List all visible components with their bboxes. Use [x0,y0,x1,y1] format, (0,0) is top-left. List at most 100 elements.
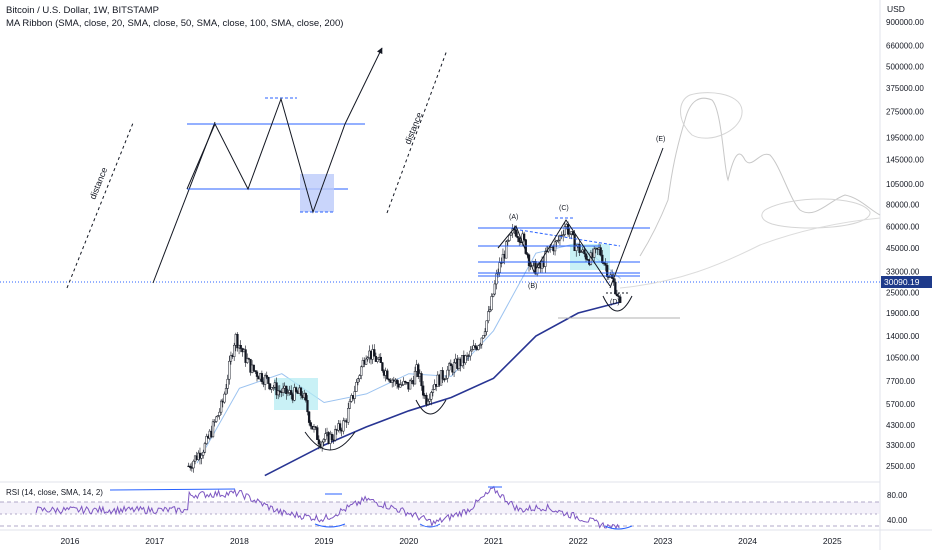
candle [189,463,192,471]
range-diagonal [519,229,621,247]
candle [347,402,350,426]
candle [307,410,311,426]
pattern-target-arrow[interactable] [344,47,383,125]
candle [263,373,267,391]
candle [270,387,273,393]
year-tick-label: 2016 [61,536,80,546]
candle [395,378,399,389]
candle [200,452,203,465]
candle [615,289,619,297]
candle [226,374,229,394]
candle [478,342,482,349]
candle [428,393,431,406]
candle [562,230,565,242]
candle [482,334,485,340]
distance-line-right[interactable] [386,49,448,214]
price-tick-label: 45000.00 [886,244,920,253]
cup-arc-2022[interactable] [602,295,633,312]
candle [400,382,404,387]
rsi-label: RSI (14, close, SMA, 14, 2) [6,488,103,497]
candle [381,361,384,373]
candle [192,459,195,473]
candle [593,246,596,264]
candle [433,379,436,390]
candle [527,253,531,272]
wave-e-projection[interactable] [609,147,664,289]
candle [205,433,208,445]
price-tick-label: 14000.00 [886,332,920,341]
candle [338,420,342,434]
pattern-zigzag[interactable] [186,97,346,214]
candle [223,391,226,404]
candle [586,255,589,261]
candle [294,386,298,393]
candle [492,293,495,298]
year-tick-label: 2020 [399,536,418,546]
candle [236,332,239,352]
candle [413,366,417,385]
candle [604,258,607,272]
consolidation-box-2018[interactable] [274,378,318,410]
price-tick-label: 4300.00 [886,421,915,430]
candle [247,357,250,360]
candle [376,357,379,364]
candle [498,257,501,277]
cup-arc-2020[interactable] [415,399,447,415]
candle [278,385,281,398]
candle [373,344,376,357]
abcd-path[interactable] [497,219,611,287]
candle [474,343,477,350]
rsi-cup-3 [604,525,633,530]
candle [224,384,228,395]
candle [606,262,609,281]
candle [387,378,391,383]
cup-arc-2019[interactable] [304,431,356,451]
distance-line-left[interactable] [66,122,134,289]
candle [342,417,345,435]
time-axis[interactable]: 2016 2017 2018 2019 2020 2021 2022 2023 2024 2025 [61,536,842,546]
candle [610,269,614,279]
price-tick-label: 105000.00 [886,180,924,189]
candle [430,391,433,406]
candle [443,377,446,383]
last-price-value: 30090.19 [884,277,920,287]
candle [293,383,296,402]
candle [505,240,508,259]
distance-label-right: distance [403,111,425,146]
candle [399,379,402,388]
candle [469,346,472,361]
candle [483,328,487,338]
candle [211,418,215,439]
candle [215,416,218,423]
candle [353,385,356,404]
fractal-top-circle [680,92,743,139]
candle [216,415,220,418]
candle [306,395,309,416]
candle [322,438,325,446]
rsi-trend-1[interactable] [109,488,236,491]
year-tick-label: 2018 [230,536,249,546]
rsi-band [0,502,880,514]
candle [506,238,509,246]
candle [317,435,321,450]
pattern-highlight-box[interactable] [300,174,334,212]
ma-slow-line [264,301,621,477]
candle [426,398,430,406]
candle [277,385,280,400]
price-axis[interactable]: 900000.00 660000.00 500000.00 375000.00 2750… [886,18,924,471]
candle [508,234,511,242]
candle [488,306,492,313]
candle [228,355,231,385]
candle [314,426,317,431]
candle [358,374,361,382]
candle [254,370,257,374]
candle [485,320,488,336]
candle [444,375,448,380]
wave-label-a: (A) [509,214,518,221]
candle [490,293,493,312]
candle [299,386,303,400]
fractal-projection [639,97,881,257]
candle [446,365,449,383]
candle [614,278,617,295]
